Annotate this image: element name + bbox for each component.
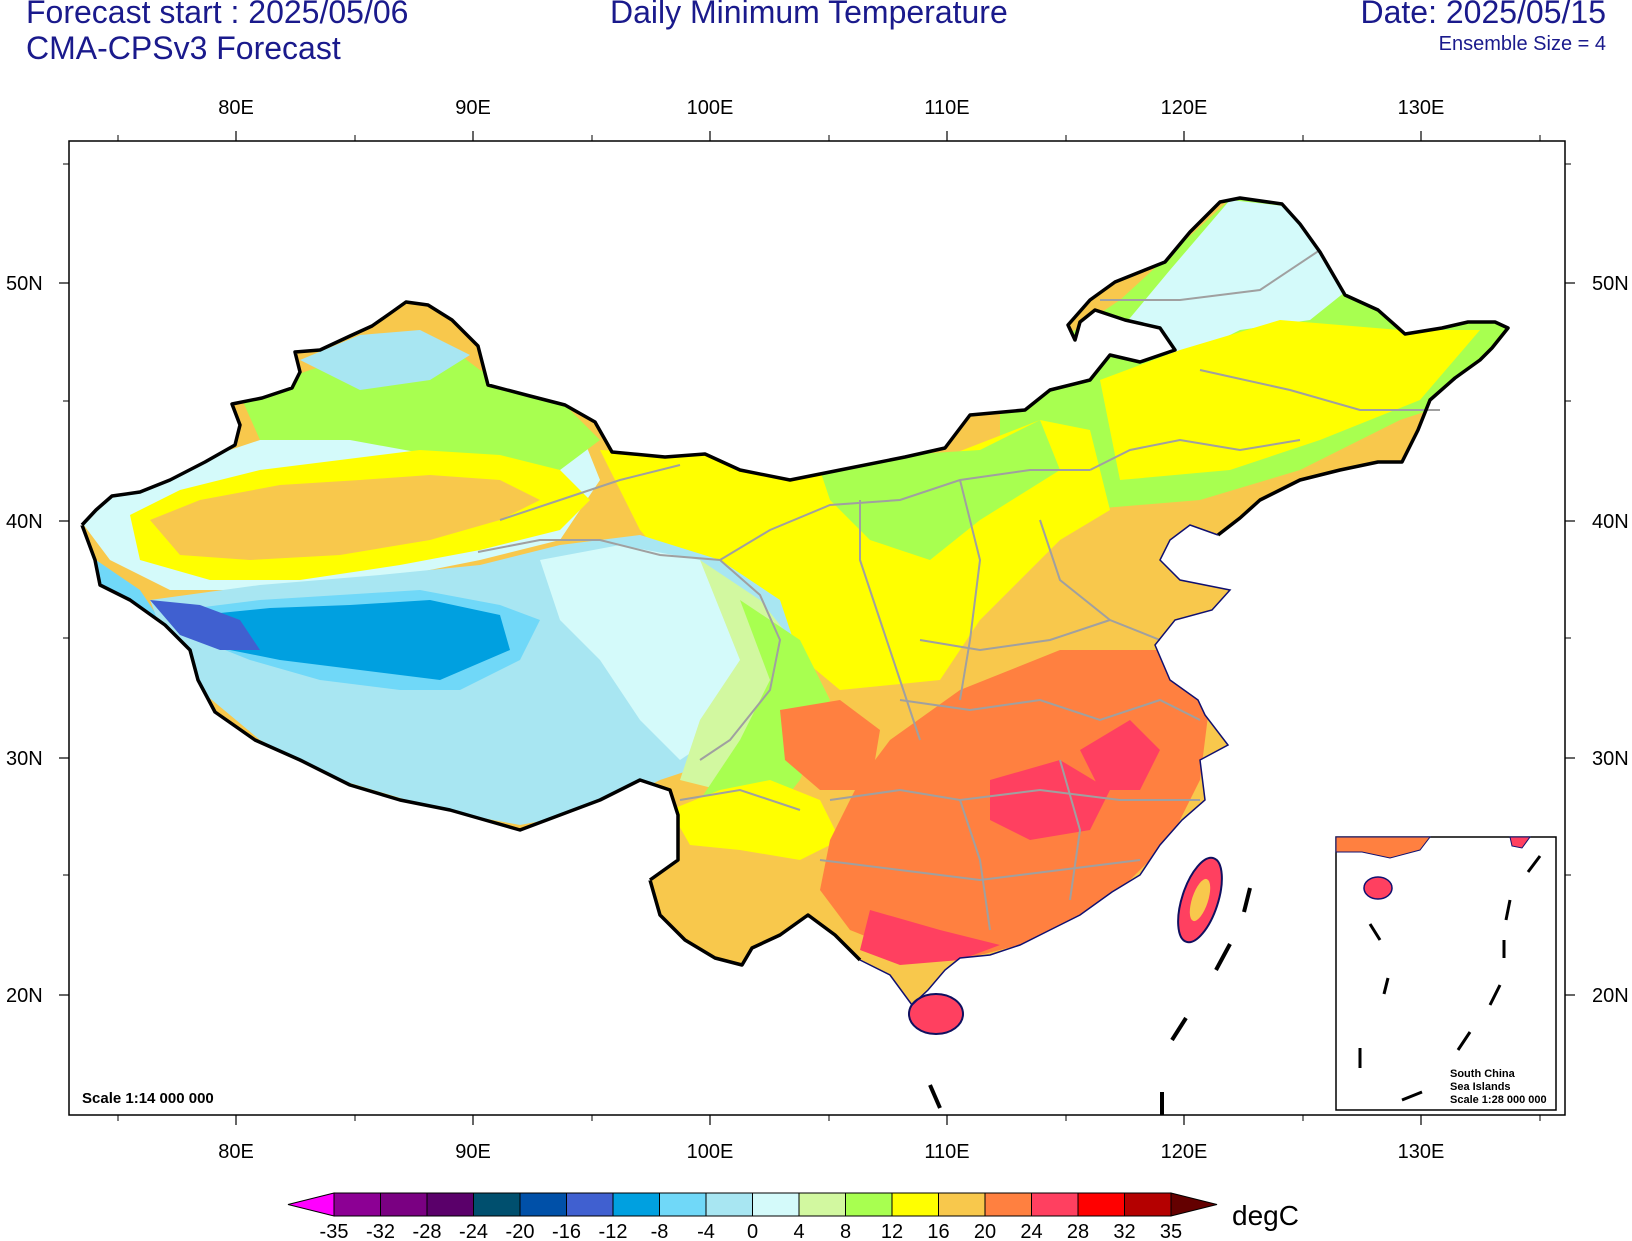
forecast-start-label: Forecast start : 2025/05/06 (26, 0, 409, 30)
lat-label-right: 20N (1592, 985, 1629, 1007)
hainan-island (908, 993, 964, 1035)
colorbar-unit: degC (1232, 1200, 1299, 1231)
lon-label-bottom: 130E (1398, 1141, 1445, 1163)
colorbar-swatch (1124, 1192, 1172, 1217)
colorbar-swatch (380, 1192, 428, 1217)
colorbar-tick-label: 12 (881, 1221, 903, 1241)
province-boundaries (477, 249, 1440, 931)
colorbar-swatch (891, 1192, 939, 1217)
south-china-sea-inset: South China Sea Islands Scale 1:28 000 0… (1335, 836, 1557, 1111)
map-title: Daily Minimum Temperature (610, 0, 1008, 30)
lat-label-left: 40N (6, 511, 43, 533)
colorbar-tick-label: -8 (651, 1221, 669, 1241)
colorbar-tick-label: 8 (840, 1221, 851, 1241)
lat-label-right: 30N (1592, 748, 1629, 770)
inset-label-1: South China (1450, 1068, 1516, 1080)
colorbar-tick-label: -28 (413, 1221, 442, 1241)
lon-label-bottom: 120E (1161, 1141, 1208, 1163)
lon-label-top: 80E (218, 97, 254, 119)
colorbar-swatch (566, 1192, 614, 1217)
lat-label-right: 40N (1592, 511, 1629, 533)
colorbar-swatch (1031, 1192, 1079, 1217)
inset-label-3: Scale 1:28 000 000 (1450, 1094, 1547, 1106)
colorbar-tick-label: 35 (1160, 1221, 1182, 1241)
lat-label-right: 50N (1592, 273, 1629, 295)
china-border (80, 196, 1510, 967)
colorbar-tick-label: -4 (697, 1221, 715, 1241)
colorbar-tick-label: 4 (793, 1221, 804, 1241)
colorbar-swatch (473, 1192, 521, 1217)
colorbar-swatch (519, 1192, 567, 1217)
lon-label-top: 120E (1161, 97, 1208, 119)
colorbar-tick-label: -35 (320, 1221, 349, 1241)
colorbar-swatch (938, 1192, 986, 1217)
colorbar-high-triangle (1170, 1192, 1218, 1217)
colorbar-tick-label: 32 (1113, 1221, 1135, 1241)
lon-label-top: 130E (1398, 97, 1445, 119)
lon-label-bottom: 90E (455, 1141, 491, 1163)
colorbar-swatch (705, 1192, 753, 1217)
colorbar-tick-label: -16 (552, 1221, 581, 1241)
ensemble-size-label: Ensemble Size = 4 (1438, 33, 1606, 55)
lon-label-bottom: 80E (218, 1141, 254, 1163)
lon-label-top: 90E (455, 97, 491, 119)
colorbar-tick-label: 24 (1020, 1221, 1042, 1241)
date-label: Date: 2025/05/15 (1360, 0, 1606, 30)
colorbar-swatch (845, 1192, 893, 1217)
colorbar-swatch (798, 1192, 846, 1217)
lat-label-left: 30N (6, 748, 43, 770)
colorbar-tick-label: -24 (459, 1221, 488, 1241)
model-label: CMA-CPSv3 Forecast (26, 30, 341, 66)
colorbar-tick-label: -32 (366, 1221, 395, 1241)
lon-label-top: 100E (687, 97, 734, 119)
nine-dash-line (928, 887, 1252, 1115)
colorbar: -35 -32 -28 -24 -20 -16 -12 -8 -4 0 4 8 12 16 20 24 28 32… (287, 1192, 1218, 1241)
colorbar-swatch (426, 1192, 474, 1217)
colorbar-low-triangle (287, 1192, 335, 1217)
colorbar-tick-label: 20 (974, 1221, 996, 1241)
lat-label-left: 20N (6, 985, 43, 1007)
colorbar-swatch (984, 1192, 1032, 1217)
colorbar-tick-label: 16 (927, 1221, 949, 1241)
colorbar-tick-label: -20 (506, 1221, 535, 1241)
colorbar-tick-label: -12 (599, 1221, 628, 1241)
colorbar-tick-label: 28 (1067, 1221, 1089, 1241)
colorbar-swatch (1077, 1192, 1125, 1217)
colorbar-swatch (612, 1192, 660, 1217)
scale-label: Scale 1:14 000 000 (82, 1090, 214, 1107)
map-axes: 80E 80E 90E 90E 100E 100E 110E 110E 120E 120E 130E… (6, 97, 1629, 1163)
lon-label-bottom: 100E (687, 1141, 734, 1163)
colorbar-swatch (659, 1192, 707, 1217)
inset-label-2: Sea Islands (1450, 1081, 1511, 1093)
lon-label-bottom: 110E (924, 1141, 969, 1163)
lat-label-left: 50N (6, 273, 43, 295)
coastline (859, 524, 1232, 1007)
colorbar-swatch (333, 1192, 381, 1217)
colorbar-tick-label: 0 (747, 1221, 758, 1241)
lon-label-top: 110E (924, 97, 969, 119)
colorbar-swatch (752, 1192, 800, 1217)
